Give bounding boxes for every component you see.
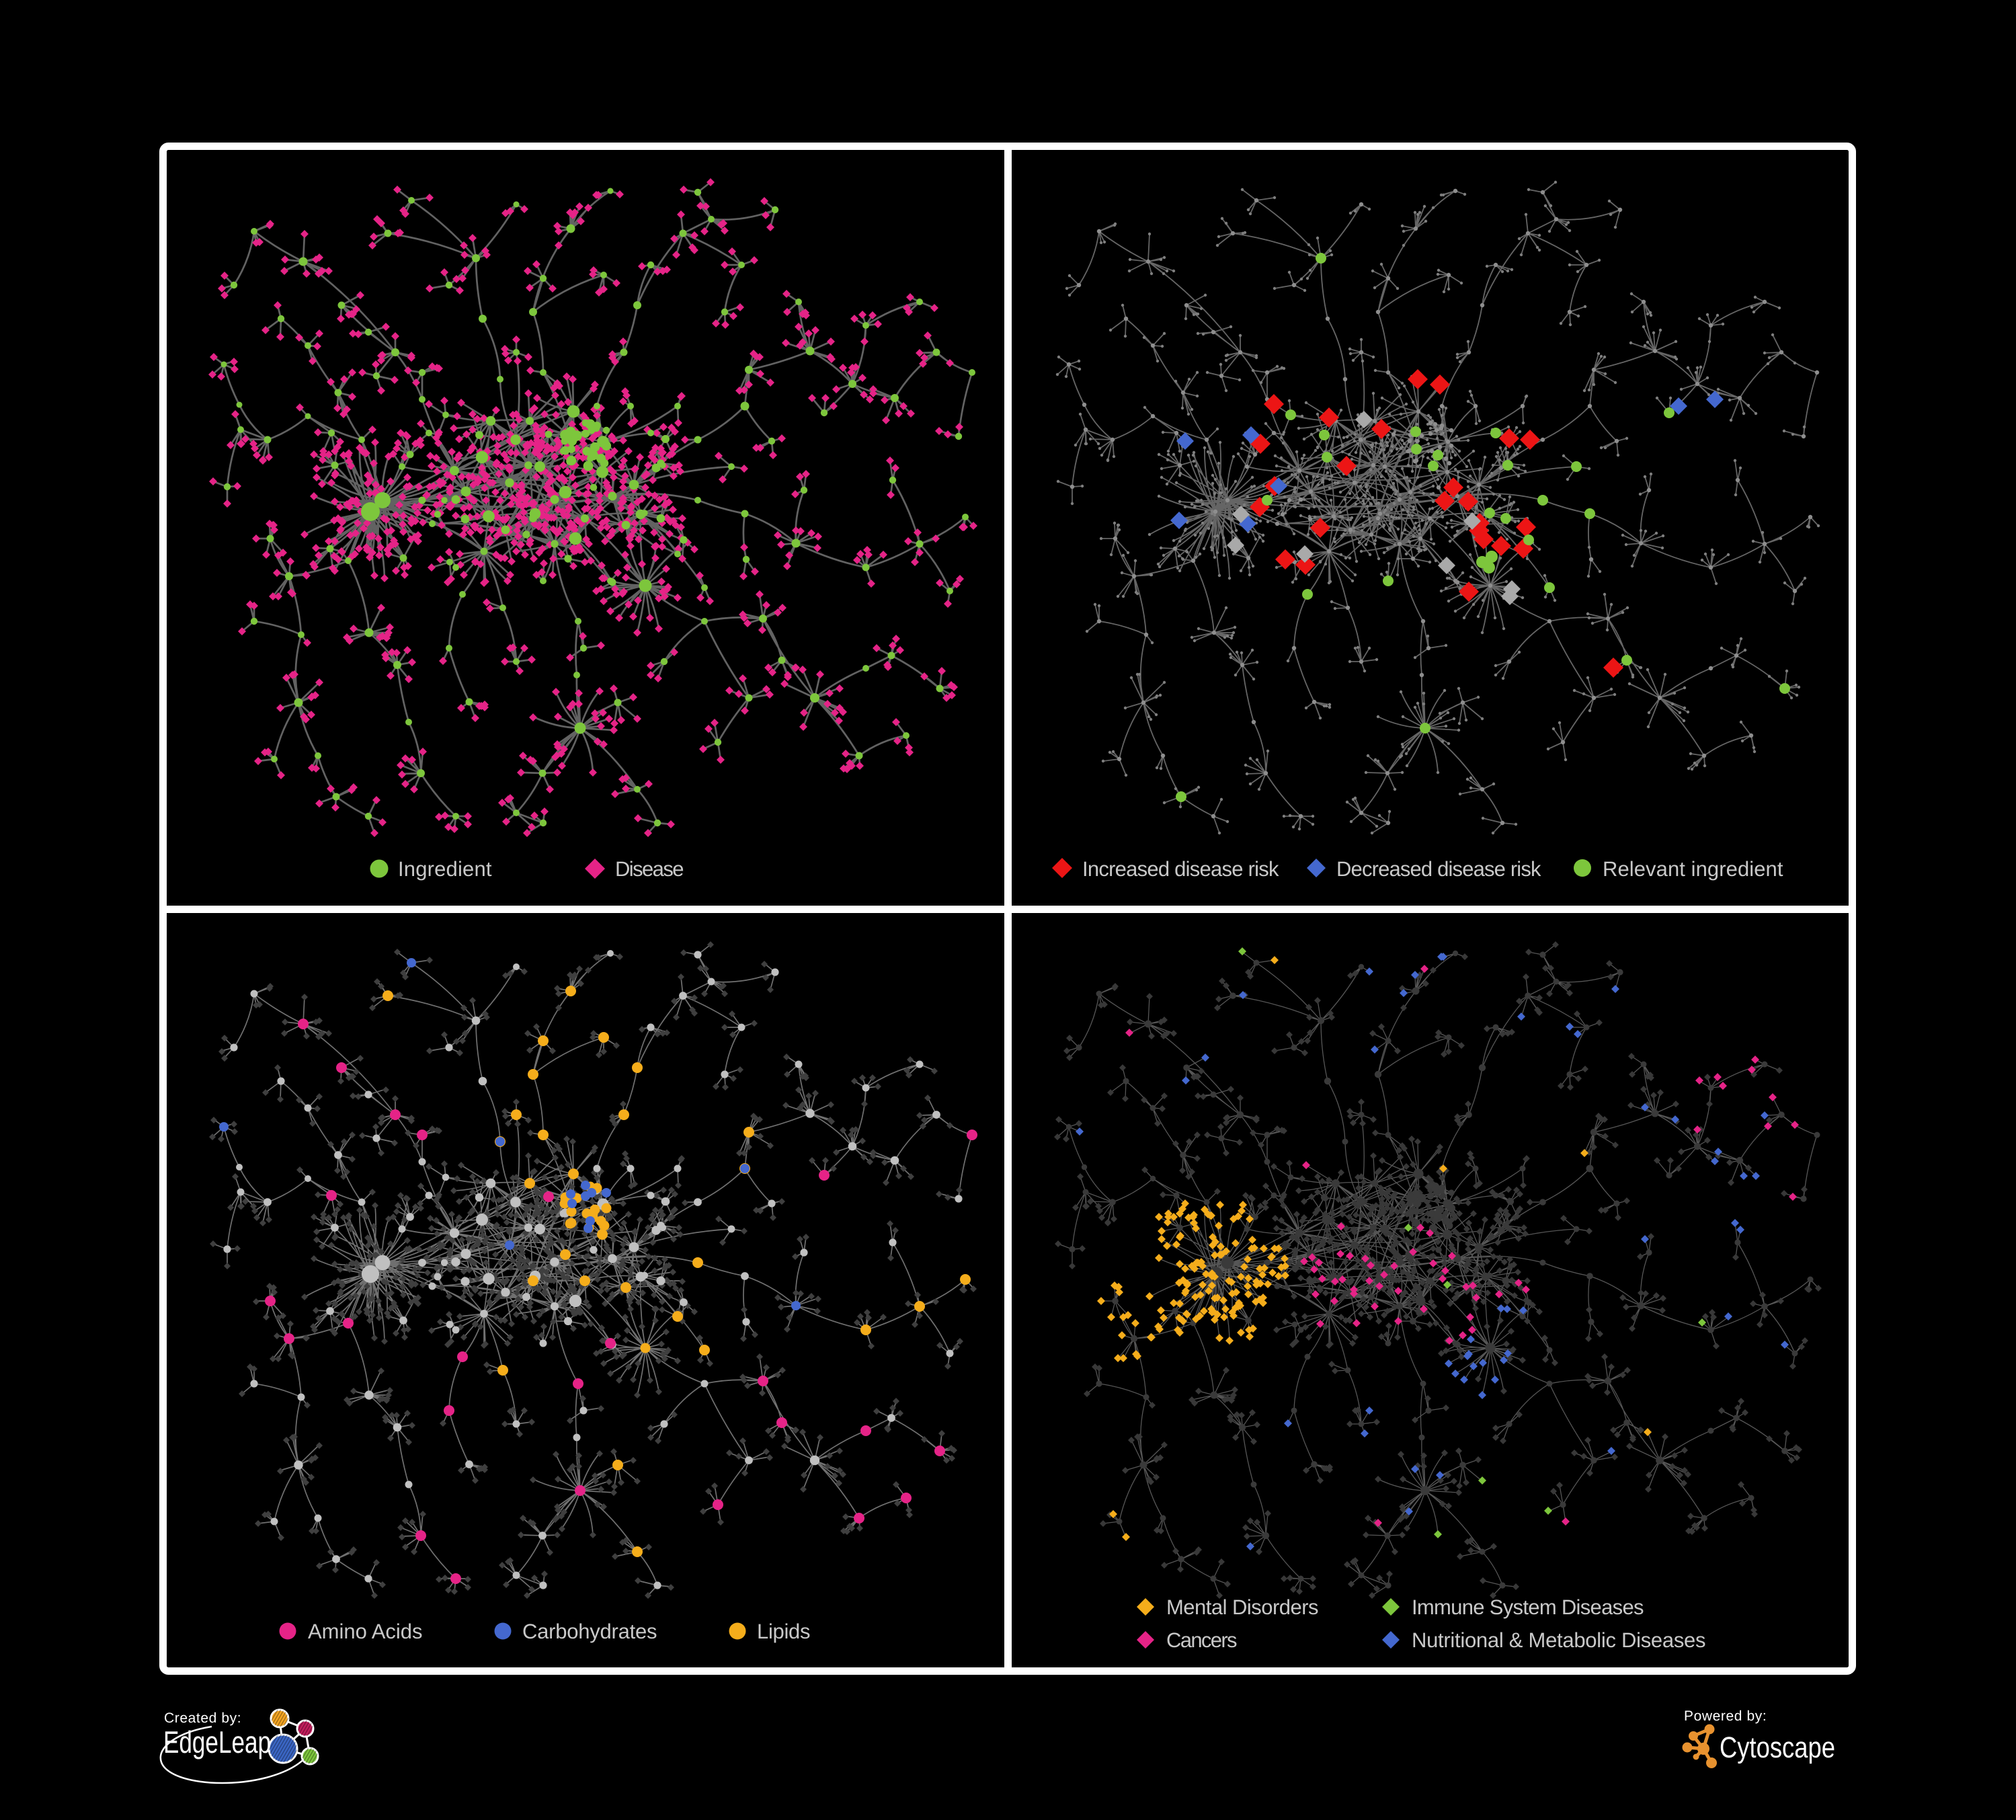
svg-text:Cancers: Cancers bbox=[1166, 1628, 1238, 1652]
svg-text:Nutritional & Metabolic Diseas: Nutritional & Metabolic Diseases bbox=[1412, 1628, 1706, 1652]
svg-text:Decreased disease risk: Decreased disease risk bbox=[1336, 857, 1541, 881]
svg-text:Lipids: Lipids bbox=[757, 1620, 811, 1643]
svg-text:Created by:: Created by: bbox=[164, 1710, 241, 1726]
svg-text:Relevant ingredient: Relevant ingredient bbox=[1603, 857, 1783, 881]
svg-text:Powered by:: Powered by: bbox=[1684, 1708, 1767, 1724]
svg-text:Carbohydrates: Carbohydrates bbox=[522, 1620, 657, 1643]
svg-text:Disease: Disease bbox=[615, 857, 684, 881]
svg-text:Mental Disorders: Mental Disorders bbox=[1166, 1595, 1319, 1619]
svg-text:Increased disease risk: Increased disease risk bbox=[1082, 857, 1279, 881]
svg-text:Amino Acids: Amino Acids bbox=[308, 1620, 423, 1643]
svg-text:Immune System Diseases: Immune System Diseases bbox=[1412, 1595, 1644, 1619]
svg-text:Ingredient: Ingredient bbox=[398, 857, 492, 881]
svg-text:Cytoscape: Cytoscape bbox=[1720, 1731, 1835, 1764]
svg-text:EdgeLeap: EdgeLeap bbox=[163, 1725, 271, 1759]
